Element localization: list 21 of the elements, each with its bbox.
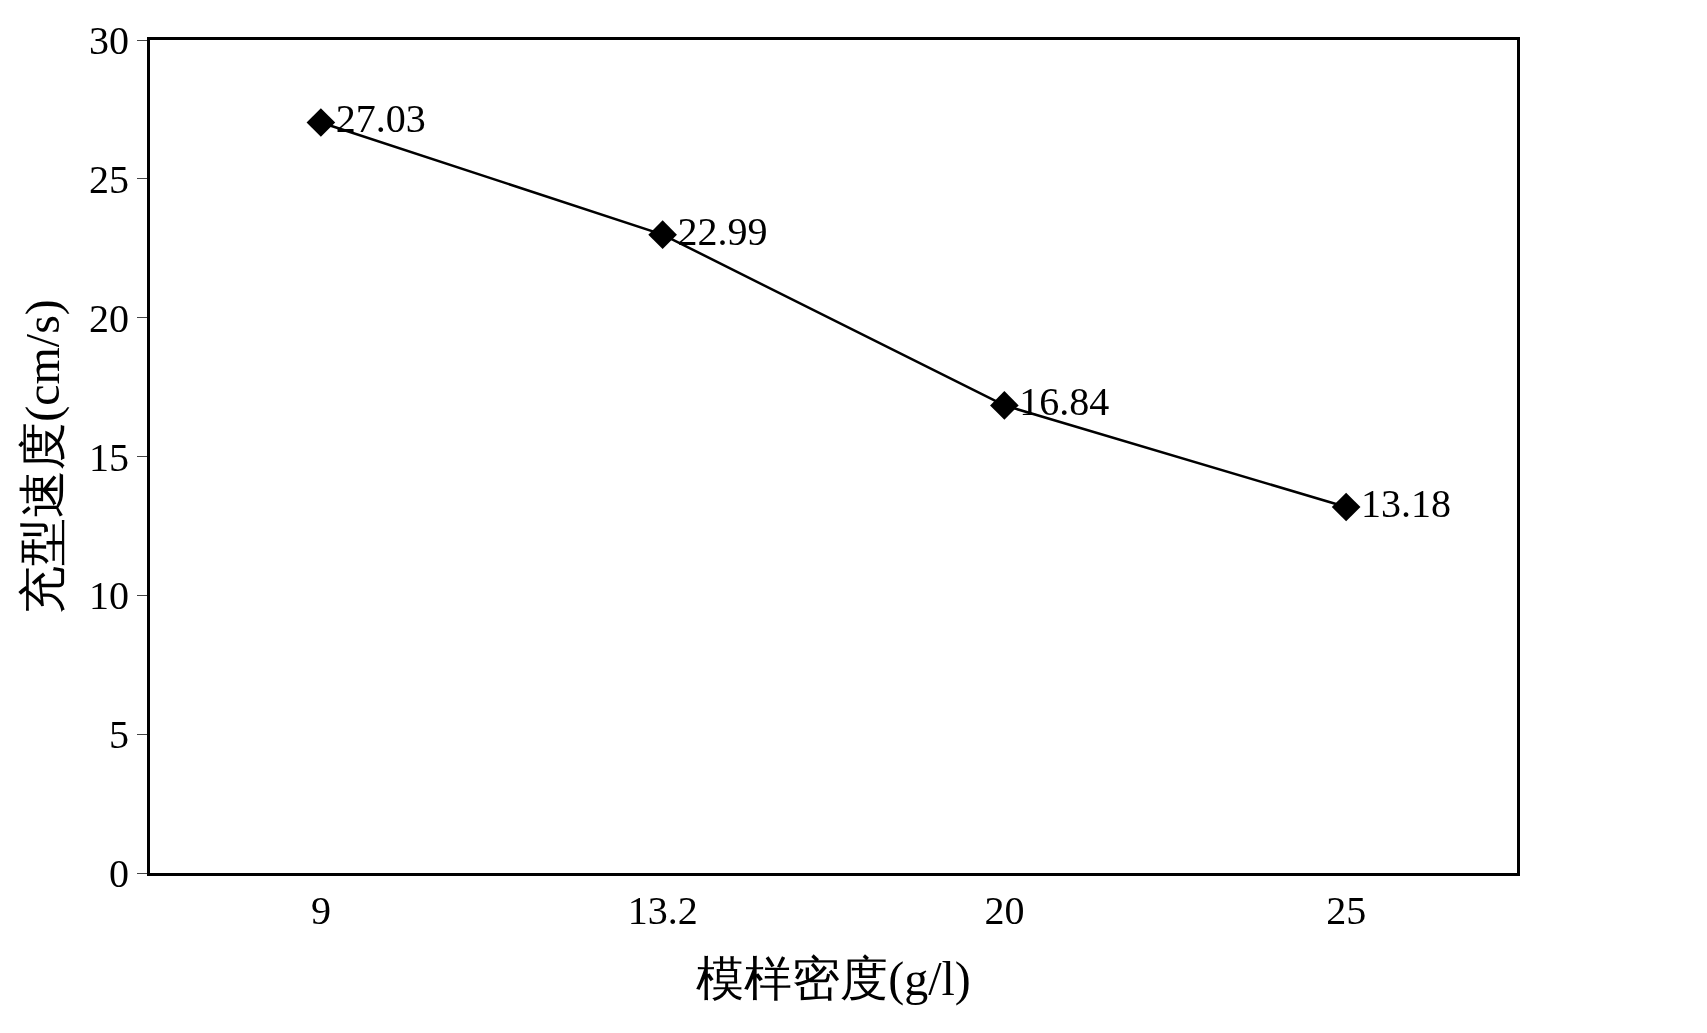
point	[648, 220, 677, 249]
data-label: 16.84	[1019, 379, 1110, 425]
point	[306, 108, 336, 137]
data-label: 22.99	[677, 208, 768, 254]
y-tick-label: 30	[89, 18, 129, 63]
y-tick-label: 0	[109, 851, 129, 896]
x-tick-label: 9	[310, 888, 331, 933]
y-tick-label: 25	[89, 156, 129, 202]
y-tick-label: 5	[109, 712, 129, 758]
data-label: 27.03	[335, 96, 426, 142]
x-tick-label: 25	[1326, 888, 1367, 933]
x-tick-label: 20	[984, 888, 1025, 933]
y-tick-label: 15	[89, 434, 129, 480]
x-axis-title: 模样密度(g/l)	[696, 952, 971, 1007]
point	[990, 391, 1019, 420]
data-label: 13.18	[1360, 481, 1451, 527]
y-tick-label: 10	[89, 573, 129, 619]
x-tick-label: 13.2	[627, 888, 698, 933]
y-tick-label: 20	[89, 295, 129, 341]
y-axis-title: 充型速度(cm/s)	[15, 299, 70, 614]
point	[1331, 492, 1361, 522]
